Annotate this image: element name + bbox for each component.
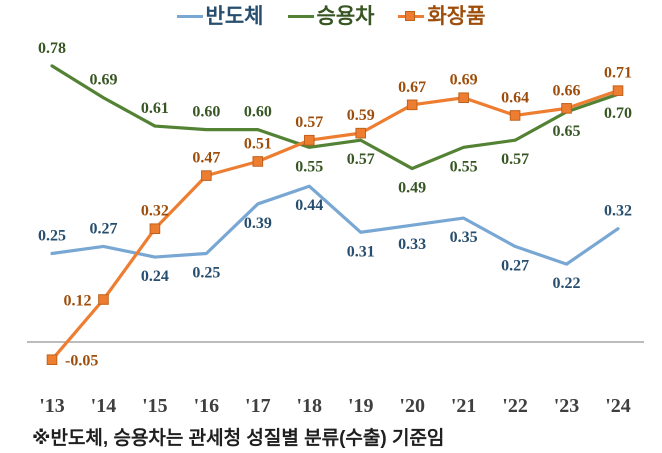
data-label-semiconductor: 0.32 <box>604 203 632 220</box>
legend-label-cosmetics: 화장품 <box>427 5 486 28</box>
data-label-passenger-car: 0.70 <box>604 105 632 122</box>
x-axis-label: '20 <box>399 395 425 417</box>
data-label-semiconductor: 0.27 <box>501 257 529 274</box>
cosmetics-marker-icon <box>46 354 58 365</box>
data-label-passenger-car: 0.60 <box>244 104 272 121</box>
data-label-semiconductor: 0.24 <box>141 268 169 285</box>
cosmetics-marker-icon <box>561 103 572 114</box>
data-label-passenger-car: 0.60 <box>192 104 220 121</box>
data-label-semiconductor: 0.33 <box>398 236 426 253</box>
cosmetics-marker-icon <box>98 294 109 305</box>
data-label-cosmetics: 0.69 <box>450 72 478 89</box>
data-label-passenger-car: 0.69 <box>89 72 117 89</box>
x-axis-label: '17 <box>245 395 271 417</box>
line-chart: 0.25 0.27 0.24 0.25 0.39 0.44 0.31 0.33 0.35 0.27… <box>27 40 644 417</box>
data-label-cosmetics: 0.47 <box>192 150 220 167</box>
data-label-passenger-car: 0.55 <box>295 158 323 175</box>
x-axis-label: '23 <box>554 395 580 417</box>
x-axis-label: '24 <box>605 395 631 417</box>
data-label-semiconductor: 0.25 <box>38 228 66 245</box>
chart-legend: 반도체 승용차 화장품 <box>0 6 662 27</box>
data-label-semiconductor: 0.39 <box>244 215 272 232</box>
legend-item-passenger-car: 승용차 <box>287 5 375 28</box>
legend-label-passenger-car: 승용차 <box>316 5 375 28</box>
legend-item-semiconductor: 반도체 <box>176 5 264 28</box>
data-label-cosmetics: 0.32 <box>141 203 169 220</box>
data-label-cosmetics: 0.12 <box>63 293 91 310</box>
x-axis-label: '19 <box>348 395 374 417</box>
data-label-passenger-car: 0.55 <box>450 158 478 175</box>
series-line-semiconductor <box>50 184 620 266</box>
x-axis-label: '16 <box>194 395 220 417</box>
data-label-cosmetics: 0.71 <box>604 65 632 82</box>
cosmetics-marker-icon <box>405 11 416 21</box>
data-label-semiconductor: 0.35 <box>450 229 478 246</box>
data-label-passenger-car: 0.65 <box>553 123 581 140</box>
cosmetics-marker-icon <box>355 127 367 139</box>
x-axis-label: '21 <box>451 395 477 417</box>
data-label-cosmetics: 0.51 <box>244 135 272 152</box>
data-label-cosmetics: 0.64 <box>501 89 529 106</box>
series-line-cosmetics <box>50 89 620 362</box>
data-label-semiconductor: 0.27 <box>89 220 117 237</box>
cosmetics-marker-icon <box>406 99 418 111</box>
cosmetics-line-swatch-icon <box>398 11 425 21</box>
x-axis-label: '22 <box>502 395 528 417</box>
cosmetics-marker-icon <box>149 223 161 235</box>
data-label-semiconductor: 0.22 <box>553 275 581 292</box>
series-line-passenger-car <box>50 64 620 171</box>
legend-item-cosmetics: 화장품 <box>398 6 485 27</box>
data-label-cosmetics: 0.66 <box>553 82 581 99</box>
x-axis-label: '18 <box>296 395 322 417</box>
legend-label-semiconductor: 반도체 <box>205 5 264 28</box>
cosmetics-marker-icon <box>458 92 469 104</box>
data-label-semiconductor: 0.44 <box>295 197 323 214</box>
data-label-passenger-car: 0.57 <box>347 151 375 168</box>
passenger-car-line-swatch-icon <box>287 14 314 19</box>
cosmetics-marker-icon <box>252 156 264 167</box>
cosmetics-marker-icon <box>303 134 315 146</box>
data-label-cosmetics: 0.57 <box>295 114 323 131</box>
data-label-passenger-car: 0.61 <box>141 100 169 117</box>
data-label-cosmetics: 0.59 <box>347 107 375 124</box>
cosmetics-marker-icon <box>612 85 624 96</box>
data-label-passenger-car: 0.78 <box>38 40 66 57</box>
data-label-cosmetics: -0.05 <box>65 353 98 370</box>
data-label-passenger-car: 0.49 <box>398 180 426 197</box>
cosmetics-marker-icon <box>201 170 212 181</box>
cosmetics-marker-icon <box>509 110 521 121</box>
data-label-semiconductor: 0.31 <box>347 243 375 260</box>
data-label-passenger-car: 0.57 <box>501 151 529 168</box>
x-axis-label: '15 <box>142 395 168 417</box>
x-axis-label: '13 <box>39 395 65 417</box>
semiconductor-line-swatch-icon <box>176 14 203 19</box>
chart-footnote: ※반도체, 승용차는 관세청 성질별 분류(수출) 기준임 <box>32 428 445 449</box>
data-label-semiconductor: 0.25 <box>192 265 220 282</box>
x-axis-label: '14 <box>91 395 117 417</box>
data-label-cosmetics: 0.67 <box>398 79 426 96</box>
